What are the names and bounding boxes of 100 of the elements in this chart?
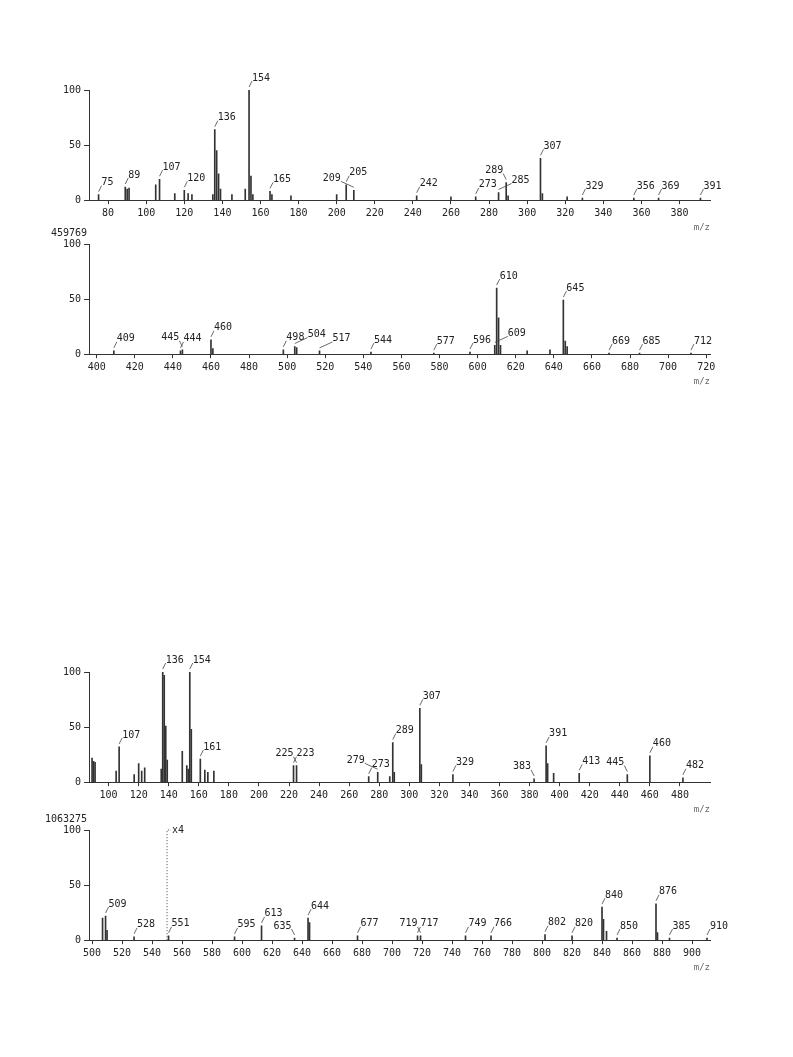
annotation: 610: [499, 269, 518, 281]
annotation: 685: [642, 334, 661, 346]
x-tick-label: 300: [400, 788, 419, 800]
x-tick-label: 280: [480, 206, 499, 218]
x-tick-label: 440: [610, 788, 629, 800]
x-tick-label: 420: [580, 788, 599, 800]
x-tick-label: 820: [562, 946, 582, 958]
annotation: 712: [693, 334, 713, 346]
x-tick-label: 880: [652, 946, 672, 958]
x-tick-label: 300: [518, 206, 537, 218]
x-tick-label: 680: [620, 360, 640, 372]
x-tick-label: 240: [403, 206, 422, 218]
x-tick-label: 360: [490, 788, 509, 800]
x-tick-label: 340: [594, 206, 613, 218]
annotation: 498: [286, 331, 305, 343]
annotation: 802: [548, 916, 567, 928]
x-tick-label: 680: [353, 946, 372, 958]
x-tick-label: 700: [659, 360, 678, 372]
x-tick-label: 380: [520, 788, 539, 800]
x-tick-label: 320: [556, 206, 575, 218]
annotation: 717: [420, 917, 439, 929]
annotation: 409: [116, 332, 135, 344]
annotation: 279: [346, 753, 365, 765]
annotation: 645: [566, 281, 585, 293]
x-tick-label: 600: [468, 360, 487, 372]
annotation: 329: [455, 756, 474, 768]
x-tick-label: 540: [354, 360, 373, 372]
annotation: 820: [575, 917, 594, 929]
x-tick-label: 140: [159, 788, 178, 800]
x-tick-label: 200: [327, 206, 346, 218]
x-tick-label: 460: [201, 360, 220, 372]
annotation: 289: [395, 724, 414, 736]
y-tick-label: 50: [69, 138, 82, 150]
annotation: 385: [672, 919, 691, 931]
annotation: 329: [585, 179, 604, 191]
x-axis-title: m/z: [693, 961, 710, 972]
x-tick-label: 840: [592, 946, 612, 958]
annotation: 136: [217, 111, 236, 123]
annotation: 719: [399, 917, 418, 929]
y-tick-label: 0: [75, 933, 82, 945]
x-tick-label: 720: [413, 946, 432, 958]
x-tick-label: 280: [370, 788, 389, 800]
x-tick-label: 740: [442, 946, 462, 958]
annotation: 460: [213, 321, 233, 333]
y-tick-label: 100: [63, 823, 82, 835]
y-tick-label: 50: [69, 292, 82, 304]
annotation: 154: [192, 653, 211, 665]
x-tick-label: 80: [102, 206, 115, 218]
annotation: 391: [703, 179, 722, 191]
annotation: 669: [612, 334, 631, 346]
annotation: 273: [478, 178, 497, 190]
x-axis-title: m/z: [693, 375, 710, 386]
annotation: 677: [360, 917, 379, 929]
x-tick-label: 100: [99, 788, 118, 800]
x-tick-label: 460: [640, 788, 659, 800]
annotation: 577: [436, 334, 455, 346]
y-tick-label: 0: [75, 775, 82, 787]
annotation: 225: [275, 747, 294, 759]
x-tick-label: 120: [175, 206, 194, 218]
x-tick-label: 400: [87, 360, 106, 372]
x-tick-label: 240: [310, 788, 329, 800]
ref-line-label: x4: [172, 823, 185, 835]
y-tick-label: 50: [69, 878, 82, 890]
annotation: 413: [582, 754, 601, 766]
text: 1063275: [44, 812, 88, 824]
annotation: 644: [311, 899, 330, 911]
annotation: 850: [620, 919, 639, 931]
x-tick-label: 260: [441, 206, 460, 218]
x-tick-label: 620: [506, 360, 525, 372]
x-tick-label: 260: [340, 788, 359, 800]
annotation: 161: [203, 740, 222, 752]
annotation: 840: [605, 888, 624, 900]
annotation: 482: [685, 759, 704, 771]
x-tick-label: 700: [383, 946, 402, 958]
annotation: 460: [652, 737, 671, 749]
x-tick-label: 440: [163, 360, 182, 372]
annotation: 749: [468, 917, 487, 929]
x-tick-label: 500: [83, 946, 102, 958]
annotation: 613: [264, 907, 283, 919]
x-tick-label: 540: [143, 946, 162, 958]
annotation: 609: [507, 326, 526, 338]
annotation: 242: [419, 177, 438, 189]
x-tick-label: 780: [502, 946, 522, 958]
x-tick-label: 480: [670, 788, 689, 800]
x-tick-label: 120: [129, 788, 148, 800]
annotation: 528: [137, 918, 156, 930]
annotation: 75: [101, 176, 114, 188]
annotation: 136: [165, 653, 184, 665]
annotation: 273: [371, 758, 390, 770]
x-tick-label: 760: [472, 946, 492, 958]
annotation: 445: [161, 331, 180, 343]
annotation: 223: [296, 747, 315, 759]
annotation: 107: [162, 160, 181, 172]
x-tick-label: 100: [137, 206, 156, 218]
x-tick-label: 340: [460, 788, 479, 800]
annotation: 209: [322, 171, 341, 183]
x-tick-label: 480: [240, 360, 259, 372]
x-tick-label: 660: [323, 946, 342, 958]
annotation: 910: [710, 919, 729, 931]
x-tick-label: 200: [249, 788, 268, 800]
